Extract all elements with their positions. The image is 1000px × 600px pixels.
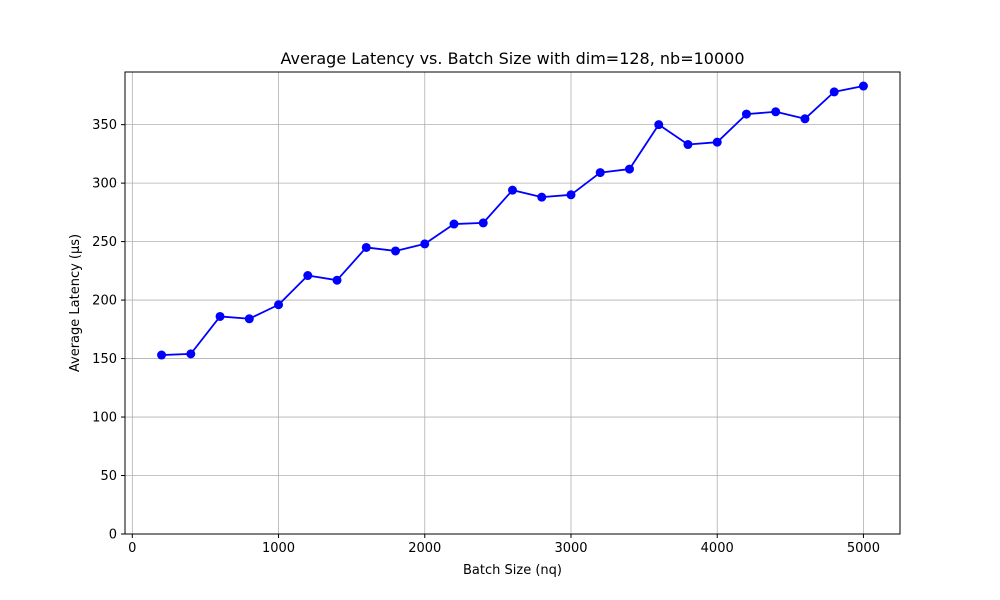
y-axis-label: Average Latency (µs): [68, 234, 83, 372]
x-tick-label: 4000: [701, 541, 734, 556]
grid-lines: [125, 72, 900, 535]
ticks: 0 1000 2000 3000 4000 5000 0 50 100 150 200 250 300 3…: [92, 118, 880, 556]
data-point: [829, 87, 839, 97]
x-tick-label: 0: [128, 541, 136, 556]
data-point: [537, 192, 547, 202]
data-point: [478, 218, 488, 228]
data-point: [595, 168, 605, 178]
data-point: [624, 164, 634, 174]
y-tick-label: 300: [92, 177, 117, 192]
data-point: [800, 114, 810, 124]
y-tick-label: 200: [92, 294, 117, 309]
data-point: [157, 350, 167, 360]
data-point: [215, 311, 225, 321]
data-point: [858, 81, 868, 91]
data-point: [420, 239, 430, 249]
data-point: [303, 271, 313, 281]
y-tick-label: 0: [109, 528, 117, 543]
y-tick-label: 150: [92, 352, 117, 367]
x-tick-label: 3000: [554, 541, 587, 556]
x-tick-label: 1000: [262, 541, 295, 556]
data-point: [449, 219, 459, 229]
data-point: [274, 300, 284, 310]
plot-frame: [124, 71, 901, 535]
y-tick-label: 100: [92, 411, 117, 426]
series-layer: [157, 81, 868, 360]
data-point: [361, 242, 371, 252]
x-axis-label: Batch Size (nq): [463, 563, 562, 578]
data-point: [244, 314, 254, 324]
data-point: [712, 137, 722, 147]
x-tick-label: 5000: [847, 541, 880, 556]
x-tick-label: 2000: [408, 541, 441, 556]
y-tick-label: 50: [100, 469, 117, 484]
data-point: [741, 109, 751, 119]
data-point: [186, 349, 196, 359]
y-tick-label: 350: [92, 118, 117, 133]
data-point: [566, 190, 576, 200]
y-tick-label: 250: [92, 235, 117, 250]
data-point: [683, 140, 693, 150]
data-point: [332, 275, 342, 285]
data-point: [654, 120, 664, 130]
data-point: [508, 185, 517, 195]
data-point: [771, 107, 781, 117]
chart-title: Average Latency vs. Batch Size with dim=…: [280, 49, 744, 68]
data-point: [391, 246, 401, 256]
